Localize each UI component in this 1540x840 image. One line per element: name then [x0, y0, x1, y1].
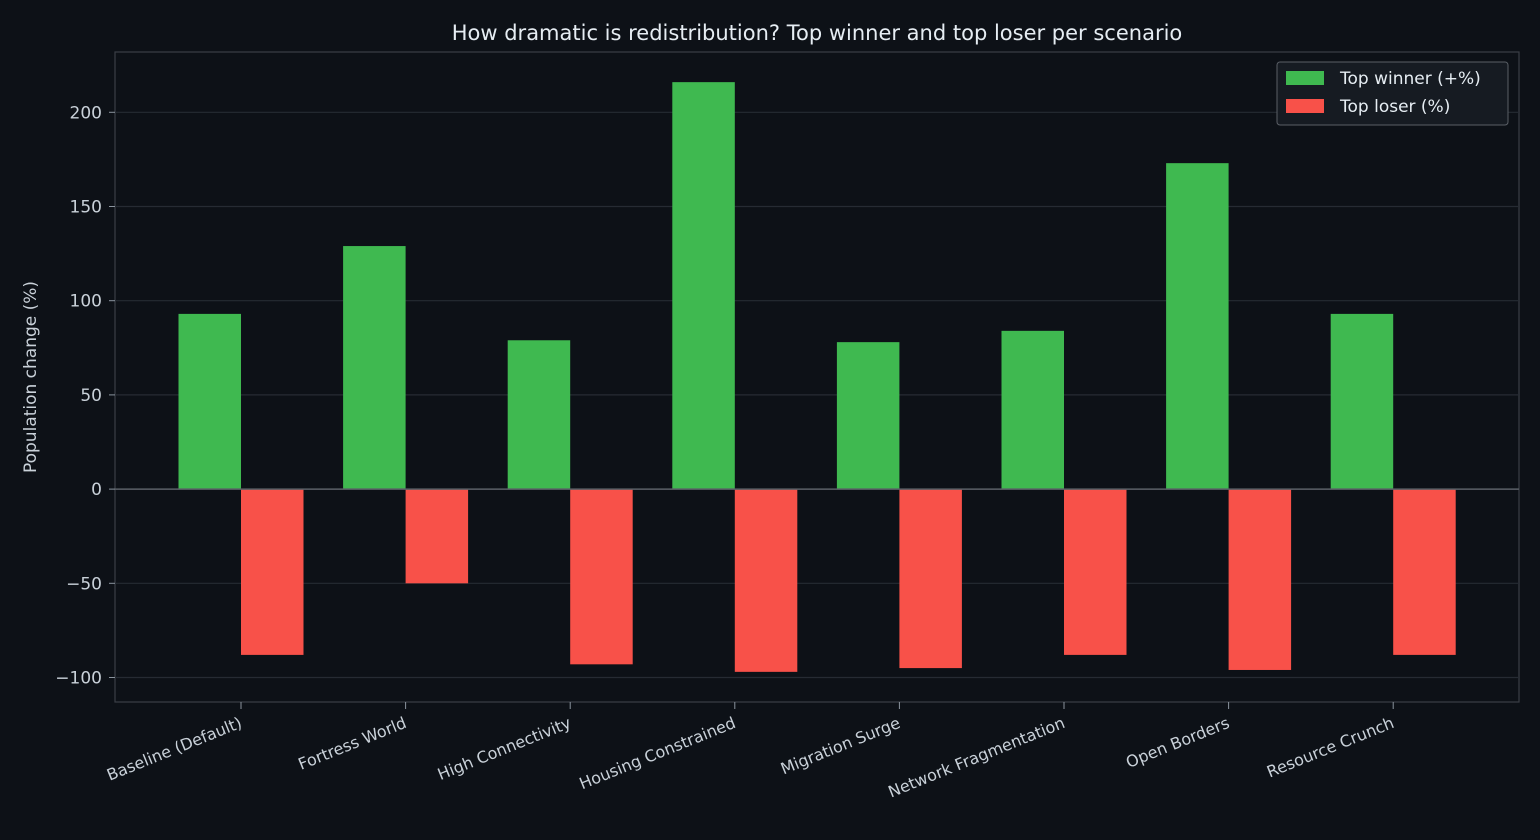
bar-top-winner: [507, 340, 571, 490]
legend: Top winner (+%) Top loser (%): [1276, 61, 1509, 126]
bar-top-winner: [178, 313, 241, 490]
legend-label-winner: Top winner (+%): [1339, 69, 1481, 89]
bar-top-loser: [734, 489, 798, 672]
y-axis-ticks: −100 −50 0 50 100 150 200: [55, 103, 115, 689]
bar-top-loser: [570, 489, 633, 665]
bar-top-winner: [343, 246, 406, 490]
bar-top-loser: [241, 489, 304, 655]
y-tick-label: 150: [70, 197, 102, 217]
bar-top-winner: [836, 342, 900, 490]
y-axis-label: Population change (%): [21, 281, 41, 473]
bar-top-loser: [405, 489, 469, 584]
chart-title: How dramatic is redistribution? Top winn…: [452, 21, 1183, 45]
y-tick-label: 100: [70, 292, 102, 312]
y-tick-label: 200: [70, 103, 102, 123]
y-tick-label: 0: [91, 480, 102, 500]
bar-top-winner: [1330, 313, 1394, 490]
legend-label-loser: Top loser (%): [1339, 97, 1450, 117]
bar-top-winner: [1001, 330, 1064, 490]
bar-top-loser: [1064, 489, 1127, 655]
bar-top-loser: [1393, 489, 1456, 655]
bar-top-loser: [1228, 489, 1292, 670]
bar-top-winner: [672, 82, 735, 490]
legend-box: [1276, 61, 1509, 126]
plot-area: [114, 51, 1520, 703]
y-tick-label: −100: [55, 669, 102, 689]
legend-swatch-winner: [1286, 71, 1324, 85]
legend-swatch-loser: [1286, 99, 1324, 113]
y-tick-label: −50: [66, 574, 102, 594]
bar-top-loser: [899, 489, 962, 669]
bar-top-winner: [1166, 163, 1229, 490]
bars: [178, 82, 1456, 672]
y-tick-label: 50: [80, 386, 102, 406]
